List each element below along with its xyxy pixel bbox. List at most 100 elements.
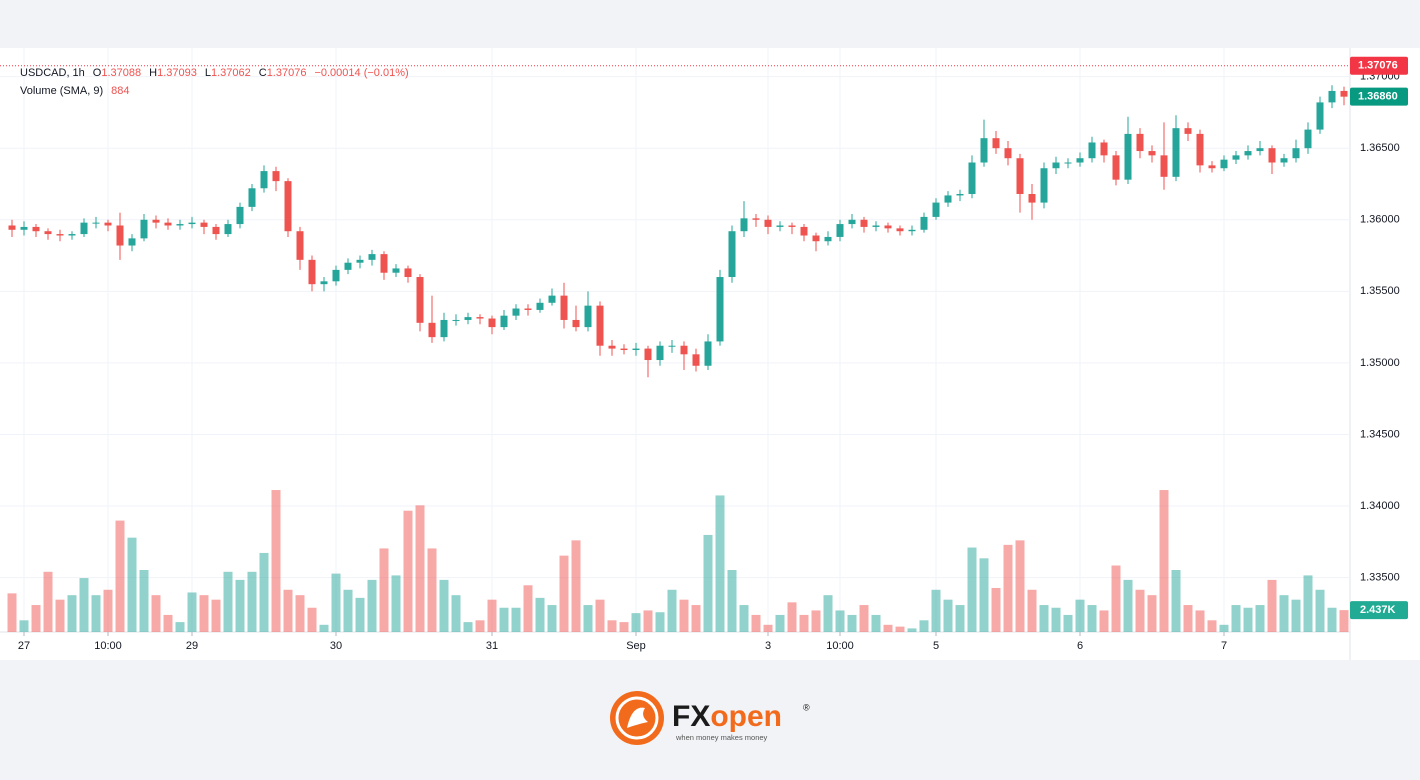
candle-body: [440, 319, 448, 338]
volume-bar: [223, 571, 233, 632]
candle-body: [1112, 155, 1120, 180]
volume-bars: [7, 490, 1349, 632]
candle-body: [524, 308, 532, 310]
volume-bar: [535, 597, 545, 632]
candle-body: [356, 259, 364, 263]
volume-bar: [643, 610, 653, 632]
candle-body: [332, 269, 340, 282]
candle-body: [800, 226, 808, 236]
x-tick-label: 10:00: [826, 640, 854, 652]
volume-bar: [1243, 607, 1253, 632]
volume-bar: [847, 614, 857, 632]
candle-body: [632, 348, 640, 351]
candle-body: [1136, 133, 1144, 152]
candle-body: [1040, 168, 1048, 203]
candle-body: [716, 277, 724, 342]
volume-bar: [103, 589, 113, 632]
volume-bar: [499, 607, 509, 632]
volume-bar: [871, 614, 881, 632]
candle-body: [1028, 194, 1036, 203]
volume-bar: [775, 614, 785, 632]
volume-bar: [859, 605, 869, 632]
volume-bar: [295, 595, 305, 632]
y-tick-label: 1.34000: [1360, 500, 1400, 512]
volume-badge-label: 2.437K: [1360, 604, 1396, 616]
volume-badge: [1350, 601, 1408, 620]
volume-bar: [907, 628, 917, 632]
volume-bar: [919, 620, 929, 632]
logo-icon-ring: [615, 696, 659, 740]
volume-bar: [823, 595, 833, 632]
volume-bar: [583, 605, 593, 632]
candle-body: [380, 254, 388, 273]
volume-bar: [343, 589, 353, 632]
volume-bar: [667, 589, 677, 632]
candle-body: [908, 229, 916, 232]
volume-bar: [1135, 589, 1145, 632]
volume-bar: [319, 624, 329, 632]
candle-body: [692, 354, 700, 366]
candle-body: [284, 181, 292, 232]
volume-bar: [367, 579, 377, 632]
volume-bar: [883, 624, 893, 632]
volume-bar: [307, 607, 317, 632]
price-badge: [1350, 56, 1408, 75]
candle-body: [20, 226, 28, 230]
header-part: 1.37062: [211, 67, 251, 79]
x-tick-label: Sep: [626, 640, 646, 652]
candle-body: [704, 341, 712, 366]
y-tick-label: 1.36500: [1360, 142, 1400, 154]
candle-body: [1268, 148, 1276, 163]
volume-bar: [1327, 607, 1337, 632]
candle-body: [140, 219, 148, 239]
volume-bar: [1303, 575, 1313, 632]
x-tick-label: 30: [330, 640, 342, 652]
candle-body: [968, 162, 976, 194]
candle-body: [1148, 151, 1156, 156]
candle-body: [464, 317, 472, 320]
candle-body: [656, 345, 664, 361]
volume-bar: [91, 595, 101, 632]
volume-bar: [487, 599, 497, 632]
volume-bar: [1051, 607, 1061, 632]
candle-body: [80, 222, 88, 235]
candle-body: [260, 171, 268, 189]
volume-bar: [703, 534, 713, 632]
volume-bar: [271, 490, 281, 632]
candle-body: [956, 194, 964, 196]
x-tick-label: 29: [186, 640, 198, 652]
candle-body: [812, 235, 820, 242]
candle-body: [884, 225, 892, 229]
candle-body: [1088, 142, 1096, 159]
candle-body: [1160, 155, 1168, 177]
volume-bar: [811, 610, 821, 632]
candle-body: [416, 277, 424, 323]
candle-body: [932, 202, 940, 217]
x-tick-label: 27: [18, 640, 30, 652]
candle-body: [944, 195, 952, 203]
candle-body: [368, 254, 376, 260]
volume-bar: [1015, 540, 1025, 632]
candle-body: [1004, 148, 1012, 159]
candle-body: [920, 216, 928, 230]
volume-bar: [631, 613, 641, 632]
candle-body: [1076, 158, 1084, 163]
x-tick-label: 7: [1221, 640, 1227, 652]
y-tick-label: 1.36000: [1360, 214, 1400, 226]
volume-bar: [979, 558, 989, 632]
candle-body: [872, 225, 880, 227]
header-part: 1.37093: [157, 67, 197, 79]
candle-body: [104, 222, 112, 226]
candle-body: [1052, 162, 1060, 169]
candle-body: [428, 322, 436, 338]
candle-body: [992, 138, 1000, 149]
candle-body: [740, 218, 748, 232]
candle-body: [1184, 128, 1192, 134]
header-part: H: [149, 67, 157, 79]
axes: 1.33500 1.34000 1.34500 1.35000 1.35500 1.360…: [0, 56, 1408, 652]
volume-bar: [331, 573, 341, 632]
candle-body: [476, 317, 484, 319]
volume-bar: [895, 626, 905, 632]
volume-bar: [259, 552, 269, 632]
candle-body: [596, 305, 604, 346]
